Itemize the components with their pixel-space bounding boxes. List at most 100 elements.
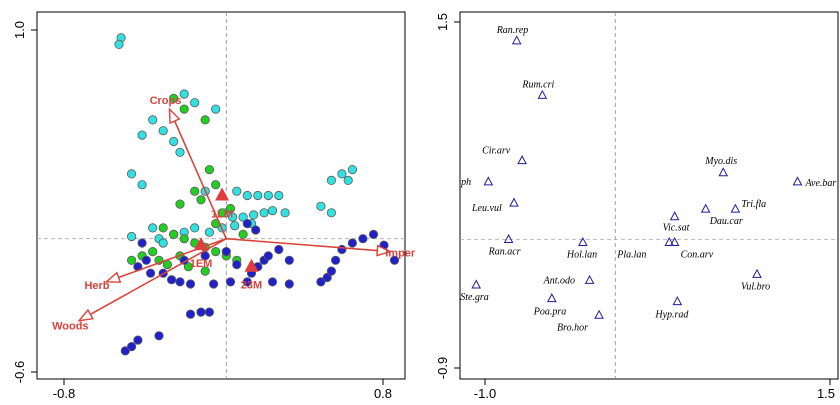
species-marker — [792, 176, 803, 186]
sample-point — [175, 199, 185, 209]
sample-point — [211, 247, 221, 257]
centroid-1em: 1EM — [190, 237, 212, 270]
sample-point — [284, 279, 294, 289]
species-label: Vic.sat — [663, 223, 690, 234]
vector-label: Imper — [385, 247, 416, 259]
species-poa-pra: Poa.pra — [533, 293, 566, 318]
sample-point — [204, 307, 214, 317]
sample-point — [217, 208, 227, 218]
sample-point — [204, 227, 214, 237]
species-label: Tri.fla — [741, 199, 766, 210]
sample-point — [200, 115, 210, 125]
sample-point — [148, 115, 158, 125]
sample-point — [167, 275, 177, 285]
sample-point — [158, 126, 168, 136]
sample-point — [232, 186, 242, 196]
sample-point — [169, 229, 179, 239]
species-label: Ant.odo — [543, 275, 575, 286]
sample-point — [183, 262, 193, 272]
right-panel: Ran.rep Rum.cri Cir.arv Her.sph Leu.vul Ran.a… — [435, 11, 839, 401]
right-tick-label-x-min: -1.0 — [474, 386, 496, 401]
species-marker — [730, 203, 741, 213]
species-label: Con.arv — [681, 250, 714, 261]
sample-point — [326, 175, 336, 185]
species-hyp-rad: Hyp.rad — [654, 296, 689, 321]
right-tick-label-y-max: 1.5 — [435, 13, 450, 31]
sample-point — [179, 234, 189, 244]
sample-point — [196, 195, 206, 205]
left-centroids-layer: 1LM 1EM 23M — [190, 187, 262, 292]
sample-point — [137, 238, 147, 248]
species-tri-fla: Tri.fla — [730, 199, 766, 213]
vector-label: Crops — [150, 95, 182, 107]
left-tick-label-x-min: -0.8 — [53, 386, 75, 401]
vector-arrow — [226, 237, 391, 253]
sample-point — [175, 277, 185, 287]
species-label: Cir.arv — [482, 146, 511, 157]
sample-point — [267, 277, 278, 287]
species-rum-cri: Rum.cri — [521, 79, 555, 99]
sample-point — [228, 212, 238, 222]
sample-point — [185, 309, 196, 319]
species-label: Myo.dis — [704, 156, 737, 167]
species-marker — [509, 197, 519, 207]
sample-point — [158, 238, 168, 248]
species-marker — [718, 167, 729, 177]
species-label: Dau.car — [709, 216, 743, 227]
species-label: Bro.hor — [557, 322, 588, 333]
centroid-marker — [215, 187, 230, 201]
sample-point — [238, 229, 248, 239]
species-myo-dis: Myo.dis — [704, 156, 737, 177]
vector-arrowhead — [168, 107, 181, 125]
sample-point — [249, 210, 259, 220]
sample-point — [154, 331, 164, 341]
sample-point — [204, 165, 214, 175]
sample-point — [127, 231, 137, 242]
species-hol-lan: Hol.lan — [566, 236, 597, 261]
species-marker — [594, 309, 604, 319]
sample-point — [179, 104, 189, 114]
sample-point — [263, 251, 273, 261]
species-label: Ran.rep — [496, 25, 529, 36]
sample-point — [232, 259, 242, 270]
left-panel: Crops Imper Herb Woods 1LM 1EM 23M -0.8 0.8 1… — [12, 11, 416, 401]
centroid-label: 1LM — [211, 209, 233, 221]
sample-point — [209, 279, 219, 289]
sample-point — [127, 169, 137, 179]
sample-point — [337, 244, 347, 255]
sample-point — [225, 203, 236, 214]
vector-arrow — [106, 237, 227, 283]
species-her-sph: Her.sph — [460, 176, 494, 188]
sample-point — [242, 190, 252, 201]
left-points-layer — [114, 33, 400, 356]
species-marker — [537, 89, 548, 99]
species-marker — [664, 236, 675, 247]
sample-point — [347, 238, 357, 248]
sample-point — [179, 89, 189, 99]
sample-point — [280, 208, 290, 218]
sample-point — [137, 180, 147, 190]
sample-point — [326, 266, 336, 276]
sample-point — [230, 221, 240, 231]
sample-point — [263, 190, 273, 201]
sample-point — [169, 136, 179, 147]
sample-point — [146, 268, 156, 278]
sample-point — [343, 175, 353, 185]
species-marker — [578, 236, 588, 247]
sample-point — [358, 234, 368, 244]
species-ste-gra: Ste.gra — [460, 279, 489, 303]
species-label: Ran.acr — [488, 246, 521, 257]
species-marker — [511, 35, 522, 45]
centroid-marker — [194, 237, 209, 251]
sample-point — [389, 255, 400, 265]
sample-point — [141, 255, 151, 265]
sample-point — [368, 229, 379, 239]
sample-point — [242, 219, 252, 229]
sample-point — [326, 208, 336, 218]
centroid-1lm: 1LM — [211, 187, 233, 221]
species-marker — [483, 176, 494, 186]
sample-point — [190, 223, 200, 233]
centroid-label: 23M — [241, 280, 262, 292]
species-ran-acr: Ran.acr — [488, 233, 521, 257]
species-marker — [669, 236, 680, 247]
